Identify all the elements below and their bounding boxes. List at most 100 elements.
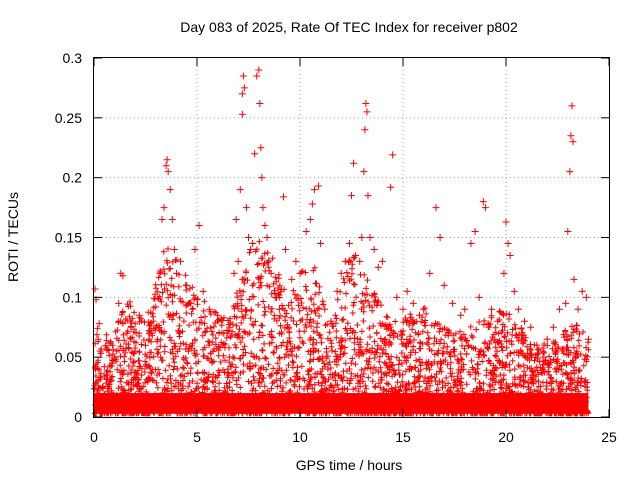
- data-point: [251, 150, 259, 158]
- data-point: [562, 299, 570, 307]
- data-point: [267, 269, 275, 277]
- data-point: [399, 305, 407, 313]
- data-point: [471, 228, 479, 236]
- data-point: [436, 234, 444, 241]
- x-tick-label: 5: [193, 429, 201, 445]
- data-points: [91, 66, 592, 385]
- data-point: [240, 84, 248, 92]
- data-point: [247, 245, 255, 253]
- data-point: [168, 216, 176, 224]
- data-point: [366, 234, 374, 241]
- data-point: [119, 272, 127, 280]
- data-point: [160, 204, 168, 212]
- data-point: [481, 204, 489, 212]
- data-point: [321, 305, 329, 313]
- data-point: [214, 311, 222, 319]
- y-tick-label: 0.2: [63, 170, 83, 186]
- data-point: [308, 200, 316, 208]
- data-point: [253, 72, 261, 80]
- y-tick-label: 0.3: [63, 50, 83, 66]
- data-point: [199, 287, 207, 295]
- data-point: [358, 234, 366, 241]
- data-point: [569, 138, 577, 146]
- low-value-band: [94, 393, 589, 414]
- data-point: [574, 305, 582, 313]
- data-point: [403, 287, 411, 295]
- data-point: [292, 257, 300, 265]
- data-point: [356, 257, 364, 265]
- data-point: [448, 299, 456, 307]
- x-tick-label: 0: [90, 429, 98, 445]
- data-point: [409, 299, 417, 307]
- y-tick-label: 0.05: [55, 349, 82, 365]
- data-point: [91, 285, 99, 293]
- data-point: [378, 257, 386, 265]
- data-point: [521, 317, 529, 325]
- y-tick-labels: 0 0.05 0.1 0.15 0.2 0.25 0.3: [55, 50, 82, 425]
- data-point: [327, 317, 335, 325]
- data-point: [306, 216, 314, 224]
- data-point: [350, 159, 358, 167]
- data-point: [393, 293, 401, 301]
- data-point: [234, 257, 242, 265]
- data-point: [94, 335, 102, 343]
- data-point: [183, 281, 191, 289]
- data-point: [123, 329, 131, 337]
- data-point: [570, 275, 578, 283]
- chart-title: Day 083 of 2025, Rate Of TEC Index for r…: [180, 19, 518, 35]
- data-point: [361, 126, 369, 134]
- data-point: [370, 245, 378, 253]
- data-point: [345, 239, 353, 247]
- data-point: [426, 269, 434, 277]
- data-point: [457, 311, 465, 319]
- data-point: [467, 239, 475, 247]
- data-point: [296, 269, 304, 277]
- data-point: [479, 198, 487, 206]
- plot-frame: [93, 57, 610, 418]
- data-point: [230, 269, 238, 277]
- data-point: [256, 99, 264, 107]
- data-point: [100, 363, 108, 371]
- data-point: [440, 281, 448, 289]
- x-tick-label: 25: [601, 429, 617, 445]
- data-point: [288, 275, 296, 283]
- data-point: [127, 323, 135, 331]
- data-point: [115, 299, 123, 307]
- data-point: [242, 204, 250, 212]
- x-axis-title: GPS time / hours: [296, 457, 403, 473]
- data-point: [415, 311, 423, 319]
- data-point: [177, 257, 185, 265]
- data-point: [514, 305, 522, 313]
- data-point: [502, 218, 510, 226]
- data-point: [302, 228, 310, 236]
- data-point: [255, 66, 263, 74]
- data-point: [205, 305, 213, 313]
- data-point: [360, 168, 368, 176]
- data-point: [527, 323, 535, 331]
- data-point: [506, 251, 514, 259]
- data-point: [567, 132, 575, 140]
- data-point: [494, 317, 502, 325]
- data-point: [556, 305, 564, 313]
- data-point: [166, 186, 174, 194]
- data-point: [362, 99, 370, 107]
- dense-markers: [91, 238, 592, 417]
- data-point: [317, 239, 325, 247]
- data-point: [488, 305, 496, 313]
- dense-point-cloud: [91, 238, 592, 417]
- x-tick-label: 10: [292, 429, 308, 445]
- data-point: [282, 245, 290, 253]
- data-point: [261, 222, 269, 230]
- data-point: [239, 72, 247, 80]
- data-point: [549, 323, 557, 331]
- y-axis-title: ROTI / TECUs: [5, 192, 21, 282]
- data-point: [162, 162, 170, 170]
- data-point: [245, 234, 252, 241]
- data-point: [564, 228, 572, 236]
- data-point: [191, 245, 199, 253]
- y-tick-label: 0.1: [63, 289, 83, 305]
- data-point: [226, 323, 234, 331]
- data-point: [238, 110, 246, 118]
- x-tick-labels: 0 5 10 15 20 25: [90, 429, 617, 445]
- data-point: [220, 329, 228, 337]
